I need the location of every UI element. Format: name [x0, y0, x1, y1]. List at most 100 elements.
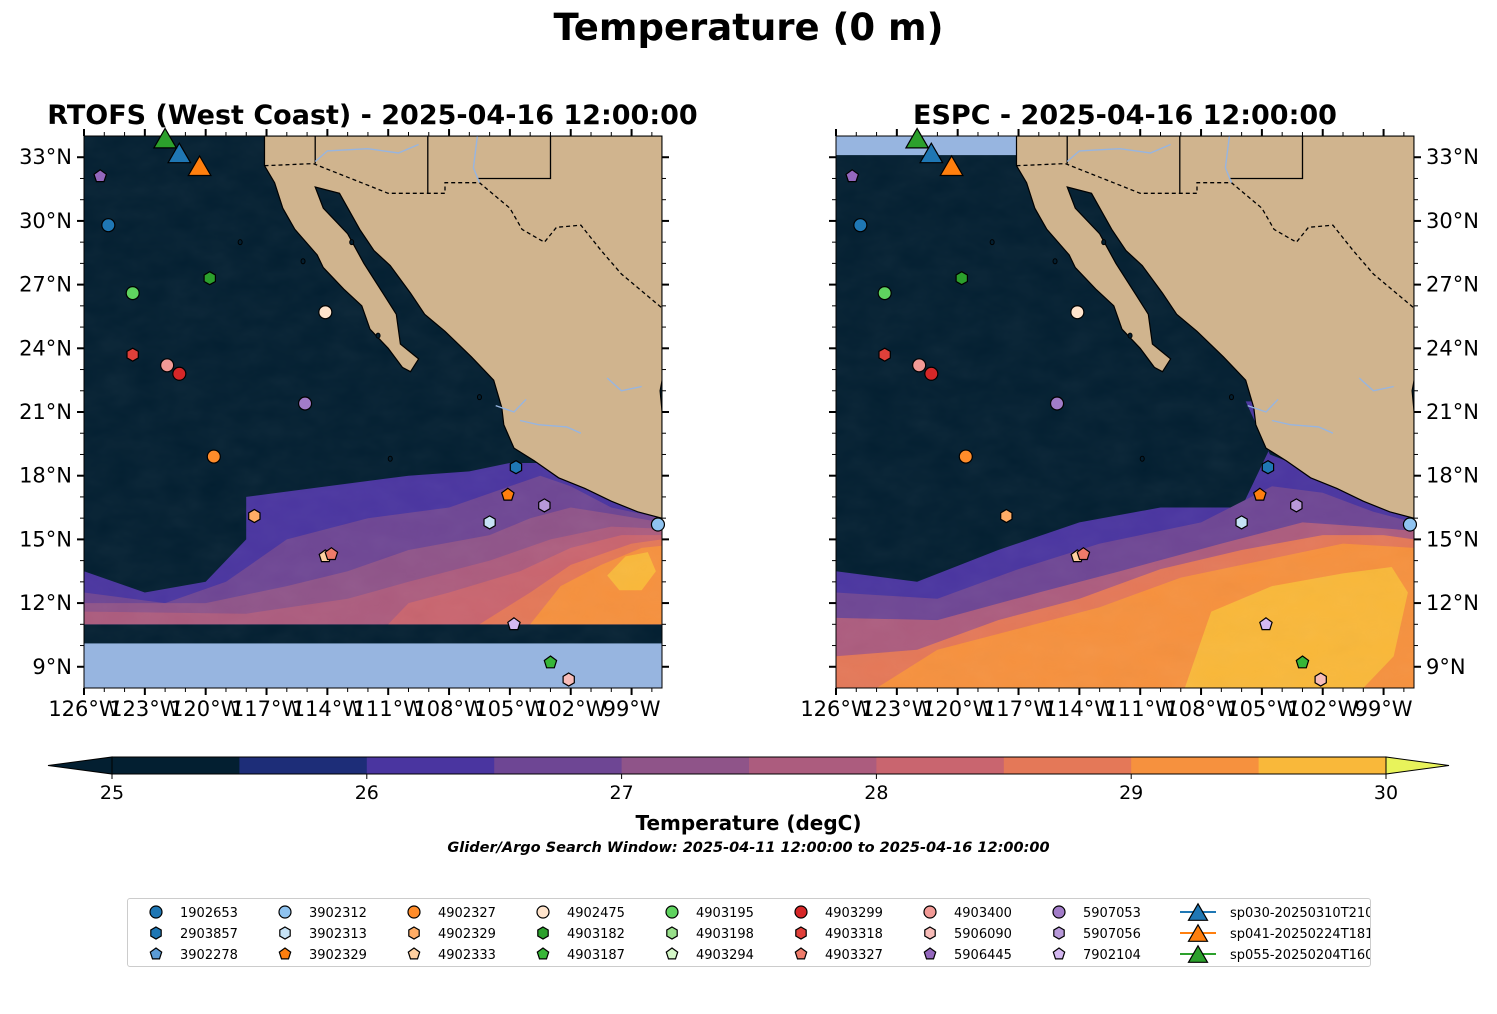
river-2 — [1271, 419, 1334, 434]
marker-4903299 — [172, 366, 187, 381]
lon-tick-label: 123°W — [109, 697, 181, 721]
river-0 — [314, 143, 419, 163]
river-0 — [1066, 143, 1171, 163]
island-4 — [476, 394, 482, 401]
border-us-mexico — [1016, 162, 1414, 309]
float-markers — [93, 127, 666, 687]
legend-label: 4903182 — [567, 927, 625, 942]
river-3 — [1247, 398, 1279, 413]
legend-entries: 1902653 2903857 3902278 3902312 3902313 39023… — [149, 902, 1382, 963]
legend-marker-sp030-20250310T2101 — [1187, 902, 1209, 921]
legend-marker-4902333 — [407, 947, 421, 960]
legend-marker-3902313 — [279, 926, 291, 940]
colorbar-extend-low — [47, 756, 113, 775]
lat-tick-label: 24°N — [1426, 336, 1479, 360]
marker-5907053 — [1049, 396, 1065, 411]
marker-3902329 — [1252, 487, 1267, 501]
colorbar-swatch — [749, 757, 877, 774]
lat-tick-label: 33°N — [1426, 145, 1479, 169]
legend-marker-4903400 — [923, 905, 937, 919]
marker-4903400 — [160, 358, 175, 373]
island-5 — [1139, 455, 1145, 462]
marker-4903187 — [1295, 655, 1310, 669]
lon-tick-label: 108°W — [1165, 697, 1237, 721]
marker-4903182 — [203, 271, 216, 286]
marker-3902329 — [500, 487, 515, 501]
legend-label: 4902327 — [438, 906, 496, 921]
river-1 — [1224, 136, 1233, 183]
lon-tick-label: 114°W — [1044, 697, 1116, 721]
land-mexico — [263, 136, 662, 519]
land-mexico — [1015, 136, 1414, 519]
lat-tick-label: 12°N — [1426, 591, 1479, 615]
legend-label: 7902104 — [1083, 948, 1141, 963]
lon-tick-label: 111°W — [1105, 697, 1177, 721]
island-3 — [349, 239, 355, 246]
legend-marker-4902329 — [408, 926, 420, 940]
marker-3902313 — [1235, 515, 1248, 530]
marker-sp041-20250224T1815 — [187, 154, 212, 177]
legend-label: 4903294 — [696, 948, 754, 963]
legend-marker-4903294 — [665, 947, 679, 960]
legend-marker-sp055-20250204T1600 — [1187, 944, 1209, 963]
lon-tick-label: 117°W — [983, 697, 1055, 721]
marker-2903857 — [509, 460, 523, 475]
lat-tick-label: 27°N — [19, 273, 72, 297]
marker-4902329 — [1000, 508, 1013, 524]
panel-title-rtofs: RTOFS (West Coast) - 2025-04-16 12:00:00 — [47, 100, 698, 131]
lon-tick-label: 111°W — [353, 697, 425, 721]
map-panel-espc: 126°W123°W120°W117°W114°W111°W108°W105°W… — [800, 127, 1479, 721]
marker-sp055-20250204T1600 — [152, 127, 178, 149]
legend-label: sp055-20250204T1600 — [1230, 948, 1370, 963]
marker-sp041-20250224T1815 — [939, 154, 964, 177]
marker-4902475 — [1070, 305, 1085, 320]
legend-marker-2903857 — [150, 926, 162, 940]
marker-sp030-20250310T2101 — [167, 141, 192, 164]
legend-label: 2903857 — [180, 927, 238, 942]
lon-tick-label: 126°W — [800, 697, 872, 721]
legend-marker-5906445 — [923, 947, 937, 960]
lon-tick-label: 105°W — [474, 697, 546, 721]
lon-tick-label: 102°W — [535, 697, 607, 721]
legend-marker-7902104 — [1052, 947, 1066, 960]
marker-3902313 — [483, 515, 496, 530]
river-4 — [1358, 377, 1394, 392]
legend-marker-4903187 — [536, 947, 550, 960]
legend-label: 3902329 — [309, 948, 367, 963]
legend-marker-3902278 — [149, 947, 163, 960]
marker-1902653 — [101, 218, 116, 233]
legend-label: 4903198 — [696, 927, 754, 942]
marker-4902475 — [318, 305, 333, 320]
marker-5906445 — [845, 169, 860, 183]
marker-3902312 — [1402, 517, 1418, 532]
legend-label: 4902475 — [567, 906, 625, 921]
marker-4902327 — [958, 449, 973, 464]
lon-tick-label: 120°W — [170, 697, 242, 721]
marker-4903318 — [878, 347, 891, 362]
marker-7902104 — [1259, 617, 1273, 631]
marker-2903857 — [1261, 460, 1275, 475]
marker-4903195 — [877, 286, 892, 301]
marker-4903318 — [126, 347, 139, 362]
colorbar-swatch — [366, 757, 495, 774]
legend-marker-4903327 — [794, 947, 808, 960]
colorbar-tick-label: 29 — [1119, 782, 1143, 804]
colorbar-swatch — [1131, 757, 1260, 774]
lon-tick-label: 99°W — [1355, 697, 1413, 721]
no-data-region — [84, 643, 662, 688]
island-4 — [1228, 394, 1234, 401]
search-window-caption: Glider/Argo Search Window: 2025-04-11 12… — [447, 840, 1050, 856]
lon-tick-label: 126°W — [48, 697, 120, 721]
legend-label: 4903400 — [954, 906, 1012, 921]
colorbar-swatch — [112, 757, 240, 774]
legend-marker-4903182 — [537, 926, 549, 940]
lat-tick-label: 15°N — [19, 527, 72, 551]
marker-4903187 — [543, 655, 558, 669]
marker-4903400 — [912, 358, 927, 373]
marker-4903299 — [924, 366, 939, 381]
legend-marker-4903195 — [665, 905, 679, 919]
lon-tick-label: 99°W — [603, 697, 661, 721]
lon-tick-label: 120°W — [922, 697, 994, 721]
marker-1902653 — [853, 218, 868, 233]
